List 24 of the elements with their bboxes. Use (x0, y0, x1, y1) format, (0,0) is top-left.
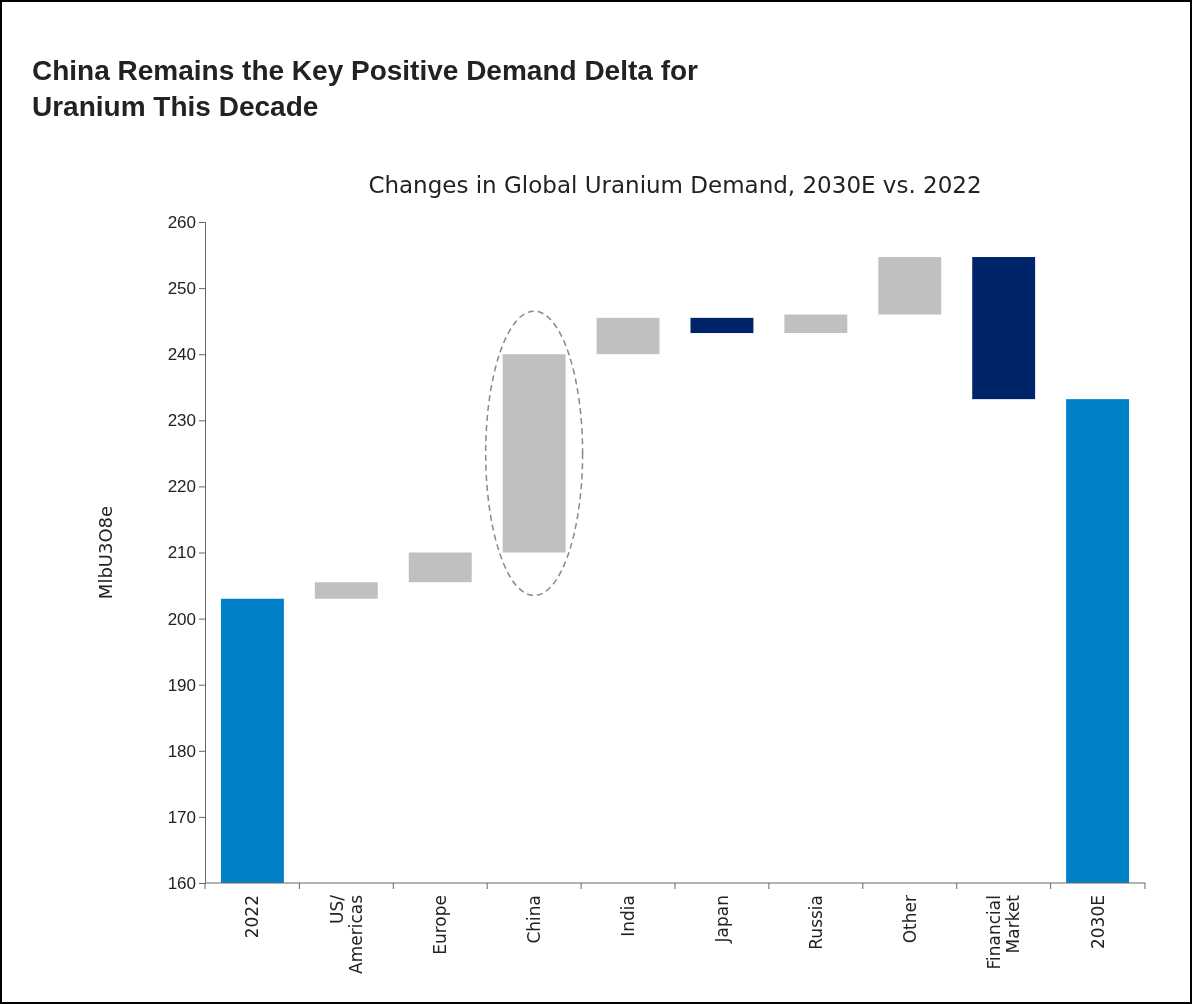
y-tick-label: 210 (167, 543, 196, 563)
y-tick-label: 180 (167, 741, 196, 761)
x-tick-label: Russia (805, 895, 826, 950)
x-tick-label: China (524, 895, 545, 944)
y-axis-title: MlbU3O8e (95, 505, 116, 600)
x-tick-label: Japan (711, 895, 732, 944)
x-tick-label: 2022 (242, 895, 263, 939)
y-tick-label: 250 (167, 279, 196, 299)
y-tick-label: 260 (167, 212, 196, 232)
y-tick-label: 170 (167, 807, 196, 827)
y-tick-label: 190 (167, 675, 196, 695)
x-tick-label: 2030E (1087, 895, 1108, 950)
x-tick-label: Other (899, 895, 920, 944)
y-tick-label: 160 (167, 873, 196, 893)
x-tick-label: India (618, 895, 639, 937)
x-tick-label: Europe (430, 895, 451, 955)
y-tick-label: 230 (167, 411, 196, 431)
x-tick-label: US/ Americas (326, 894, 366, 974)
chart-subtitle: Changes in Global Uranium Demand, 2030E vs. 2022 (368, 172, 982, 198)
x-tick-label: Financial Market (984, 894, 1024, 970)
y-tick-label: 200 (167, 609, 196, 629)
y-tick-label: 220 (167, 477, 196, 497)
y-tick-label: 240 (167, 345, 196, 365)
chart-title: China Remains the Key Positive Demand Delta for Uranium This Decade (32, 55, 699, 122)
